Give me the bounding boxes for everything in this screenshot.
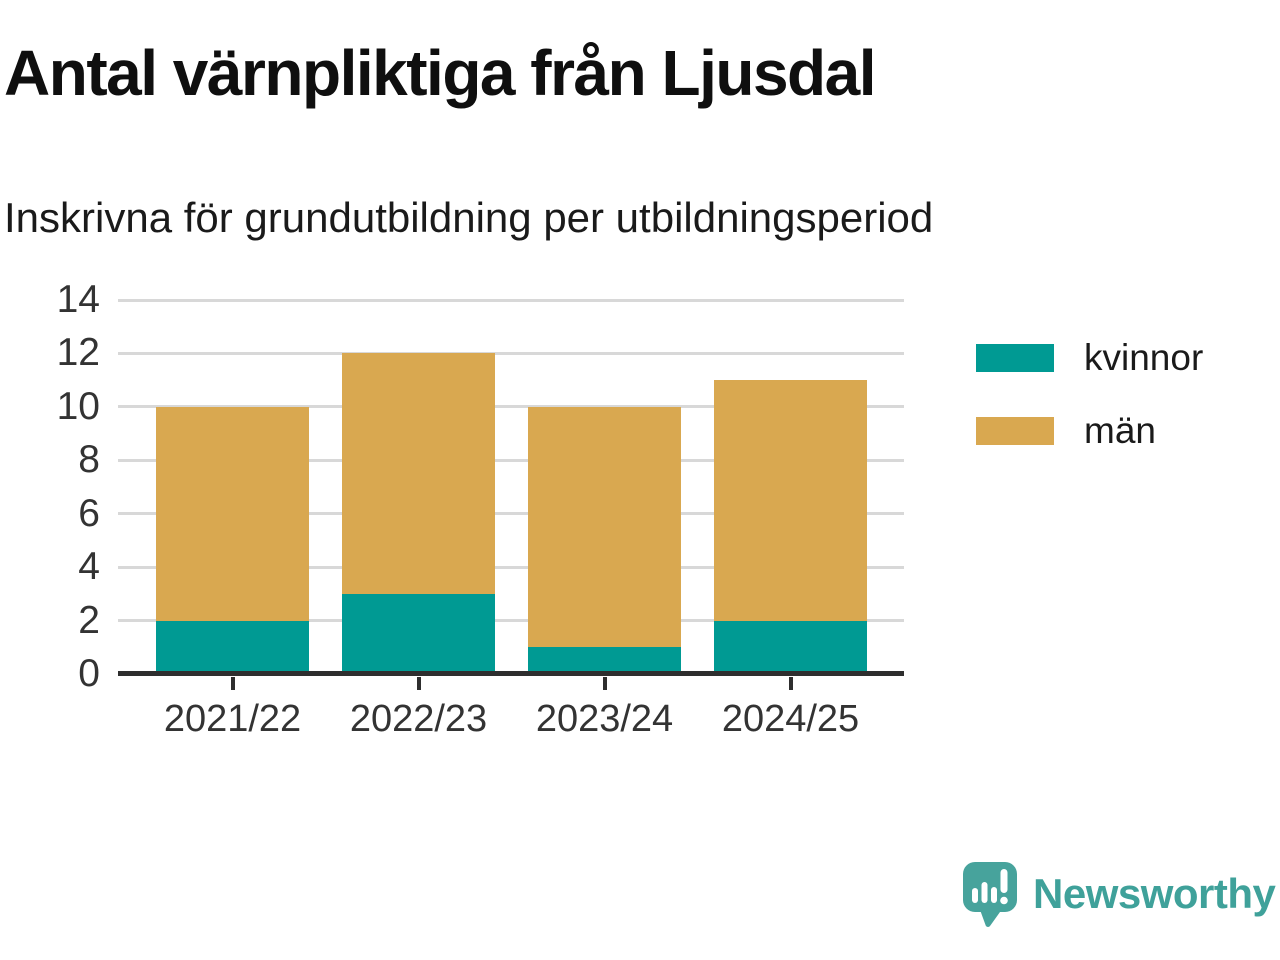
bar-segment-kvinnor-2024/25	[714, 620, 867, 674]
y-tick-label-8: 8	[78, 438, 100, 482]
y-tick-label-14: 14	[56, 278, 100, 321]
plot-area: 0 2 4 6 8 10 12 14 2021/22 2022/23 2023/24 2024/25	[57, 278, 904, 740]
x-tick-2022/23	[416, 677, 421, 690]
branding: Newsworthy	[961, 860, 1276, 930]
bar-segment-män-2023/24	[528, 406, 681, 648]
bar-segment-män-2021/22	[156, 406, 309, 621]
chart-title: Antal värnpliktiga från Ljusdal	[4, 37, 877, 109]
newsworthy-logo-text: Newsworthy	[1033, 870, 1276, 917]
x-tick-label-2022/23: 2022/23	[349, 698, 488, 740]
gridline-y10	[118, 405, 904, 409]
gridline-y4	[118, 565, 904, 569]
gridline-y12	[118, 351, 904, 355]
bar-segment-kvinnor-2021/22	[156, 620, 309, 674]
gridline-y6	[118, 512, 904, 516]
bar-2023/24	[528, 406, 681, 674]
bar-2024/25	[714, 380, 867, 674]
gridline-y8	[118, 458, 904, 462]
x-tick-label-2023/24: 2023/24	[535, 698, 674, 740]
legend-swatch-män	[976, 417, 1054, 445]
x-tick-2024/25	[788, 677, 793, 690]
bar-2022/23	[342, 353, 495, 674]
bar-2021/22	[156, 406, 309, 674]
bar-segment-män-2024/25	[714, 380, 867, 621]
legend-swatch-kvinnor	[976, 344, 1054, 372]
y-tick-label-12: 12	[56, 331, 100, 375]
bar-segment-män-2022/23	[342, 353, 495, 594]
newsworthy-logo-icon	[963, 862, 1017, 928]
legend-item-kvinnor: kvinnor	[976, 337, 1203, 379]
legend-item-män: män	[976, 410, 1203, 452]
gridline-y2	[118, 619, 904, 623]
legend-label-kvinnor: kvinnor	[1084, 337, 1204, 378]
bar-segment-kvinnor-2023/24	[528, 647, 681, 674]
y-tick-label-2: 2	[78, 598, 100, 642]
y-tick-label-4: 4	[78, 545, 100, 589]
x-tick-label-2021/22: 2021/22	[163, 698, 302, 740]
x-axis-line	[118, 671, 904, 676]
x-tick-2021/22	[230, 677, 235, 690]
legend: kvinnor män	[976, 337, 1203, 452]
legend-label-män: män	[1084, 410, 1156, 451]
x-tick-label-2024/25: 2024/25	[721, 698, 860, 740]
x-tick-2023/24	[602, 677, 607, 690]
bar-segment-kvinnor-2022/23	[342, 593, 495, 674]
y-tick-label-10: 10	[56, 384, 100, 428]
y-tick-label-0: 0	[78, 652, 100, 695]
gridline-y14	[118, 298, 904, 302]
chart-subtitle: Inskrivna för grundutbildning per utbild…	[4, 194, 934, 241]
y-tick-label-6: 6	[78, 491, 100, 535]
